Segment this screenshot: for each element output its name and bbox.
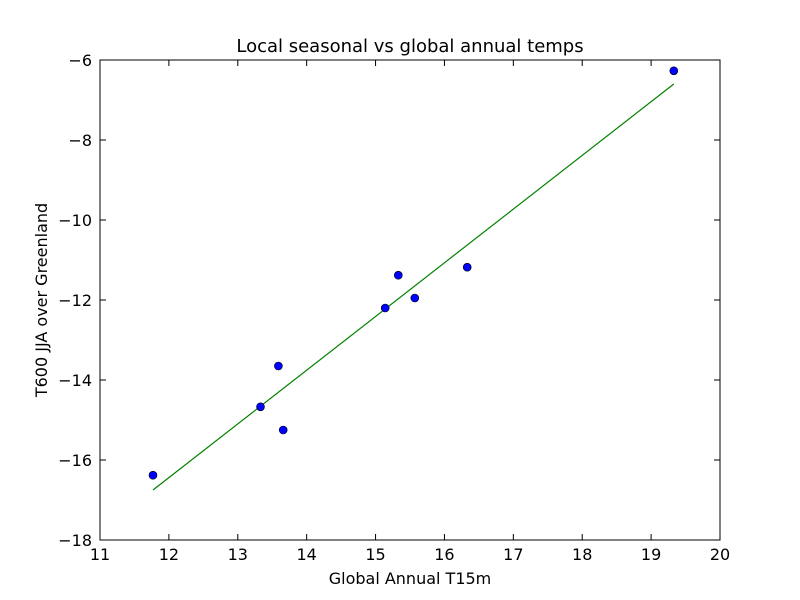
data-point-2 [256, 402, 265, 412]
x-tick-label-1: 12 [159, 545, 179, 564]
data-point-6 [393, 270, 403, 280]
x-axis-label: Global Annual T15m [329, 569, 492, 588]
data-point-3 [274, 361, 283, 371]
y-tick-label-3: −12 [58, 291, 92, 310]
data-point-4 [278, 425, 288, 435]
y-tick-label-4: −10 [58, 211, 92, 230]
data-point-9 [669, 66, 679, 76]
y-tick-label-5: −8 [68, 131, 92, 150]
x-tick-label-4: 15 [365, 545, 385, 564]
y-tick-label-6: −6 [68, 51, 92, 70]
y-tick-label-2: −14 [58, 371, 92, 390]
data-point-8 [462, 262, 472, 272]
axis-ticks-layer [99, 59, 721, 541]
data-point-1 [148, 470, 158, 480]
fit-line-layer [152, 83, 675, 491]
x-tick-label-7: 18 [572, 545, 592, 564]
y-tick-label-0: −18 [58, 531, 92, 550]
plot-area [100, 60, 720, 540]
data-points-layer [148, 66, 679, 480]
data-point-7 [410, 293, 420, 303]
x-tick-label-5: 16 [434, 545, 454, 564]
x-tick-label-6: 17 [503, 545, 523, 564]
fit-line [152, 83, 675, 491]
x-tick-label-3: 14 [296, 545, 316, 564]
data-point-5 [380, 303, 390, 313]
x-tick-label-8: 19 [641, 545, 661, 564]
y-tick-label-1: −16 [58, 451, 92, 470]
tick-labels-layer: 11 12 13 14 15 16 17 18 19 20 −18 −16 −14 −12 −10 −8 −6 [58, 51, 730, 564]
chart-title: Local seasonal vs global annual temps [236, 36, 583, 57]
x-tick-label-0: 11 [90, 545, 110, 564]
x-tick-label-2: 13 [228, 545, 248, 564]
x-tick-label-9: 20 [710, 545, 730, 564]
y-axis-label: T600 JJA over Greenland [32, 203, 51, 398]
